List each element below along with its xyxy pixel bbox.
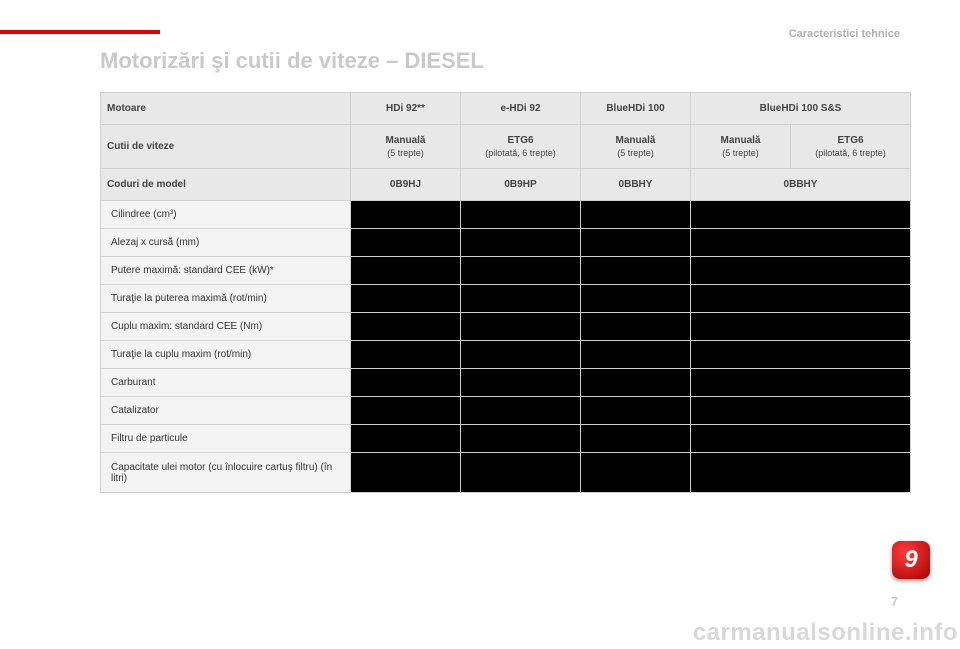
gearbox-sub: (5 trepte) (357, 148, 454, 158)
gearbox-col-3: Manuală (5 trepte) (691, 125, 791, 169)
data-cell (691, 201, 911, 229)
row-label: Carburant (101, 369, 351, 397)
data-cell (581, 453, 691, 493)
code-col-1: 0B9HP (461, 169, 581, 201)
gearbox-col-4: ETG6 (pilotată, 6 trepte) (791, 125, 911, 169)
data-cell (691, 313, 911, 341)
page-number: 7 (891, 594, 898, 609)
table-row: Cuplu maxim: standard CEE (Nm) (101, 313, 911, 341)
data-cell (581, 397, 691, 425)
data-cell (351, 285, 461, 313)
gearbox-row-label: Cutii de viteze (101, 125, 351, 169)
data-cell (461, 397, 581, 425)
engine-col-0: HDi 92** (351, 93, 461, 125)
data-cell (691, 453, 911, 493)
table-row: Turaţie la cuplu maxim (rot/min) (101, 341, 911, 369)
codes-row-label: Coduri de model (101, 169, 351, 201)
gearbox-sub: (5 trepte) (697, 148, 784, 158)
accent-bar (0, 30, 160, 34)
page-content: Motorizări şi cutii de viteze – DIESEL M… (100, 48, 900, 493)
data-cell (461, 201, 581, 229)
gearbox-sub: (pilotată, 6 trepte) (467, 148, 574, 158)
data-cell (581, 257, 691, 285)
gearbox-col-1: ETG6 (pilotată, 6 trepte) (461, 125, 581, 169)
data-cell (461, 341, 581, 369)
code-col-3: 0BBHY (691, 169, 911, 201)
data-cell (581, 425, 691, 453)
table-row: Cilindree (cm³) (101, 201, 911, 229)
gearbox-sub: (pilotată, 6 trepte) (797, 148, 904, 158)
row-label: Putere maximă: standard CEE (kW)* (101, 257, 351, 285)
data-cell (461, 369, 581, 397)
gearbox-name: Manuală (385, 135, 425, 146)
engine-col-3: BlueHDi 100 S&S (691, 93, 911, 125)
category-label: Caracteristici tehnice (789, 28, 900, 40)
data-cell (351, 229, 461, 257)
data-cell (691, 341, 911, 369)
data-cell (691, 425, 911, 453)
table-row: Capacitate ulei motor (cu înlocuire cart… (101, 453, 911, 493)
data-cell (351, 397, 461, 425)
data-cell (581, 369, 691, 397)
row-label: Cilindree (cm³) (101, 201, 351, 229)
row-label: Alezaj x cursă (mm) (101, 229, 351, 257)
code-col-0: 0B9HJ (351, 169, 461, 201)
data-cell (461, 229, 581, 257)
data-cell (691, 257, 911, 285)
page-title: Motorizări şi cutii de viteze – DIESEL (100, 48, 900, 74)
gearbox-name: ETG6 (507, 135, 533, 146)
data-cell (461, 285, 581, 313)
gearbox-name: Manuală (720, 135, 760, 146)
data-cell (351, 341, 461, 369)
table-row: Putere maximă: standard CEE (kW)* (101, 257, 911, 285)
data-cell (581, 229, 691, 257)
data-cell (351, 257, 461, 285)
gearbox-col-2: Manuală (5 trepte) (581, 125, 691, 169)
table-row: Alezaj x cursă (mm) (101, 229, 911, 257)
data-cell (461, 453, 581, 493)
gearbox-name: ETG6 (837, 135, 863, 146)
gearbox-row: Cutii de viteze Manuală (5 trepte) ETG6 (p… (101, 125, 911, 169)
row-label: Turaţie la cuplu maxim (rot/min) (101, 341, 351, 369)
data-cell (691, 229, 911, 257)
spec-table: Motoare HDi 92** e-HDi 92 BlueHDi 100 Bl… (100, 92, 911, 493)
data-cell (691, 397, 911, 425)
gearbox-sub: (5 trepte) (587, 148, 684, 158)
data-cell (351, 369, 461, 397)
data-cell (581, 341, 691, 369)
chapter-badge: 9 (892, 541, 930, 579)
engine-col-1: e-HDi 92 (461, 93, 581, 125)
data-cell (351, 313, 461, 341)
row-label: Catalizator (101, 397, 351, 425)
engines-row-label: Motoare (101, 93, 351, 125)
row-label: Turaţie la puterea maximă (rot/min) (101, 285, 351, 313)
data-cell (581, 313, 691, 341)
data-cell (581, 201, 691, 229)
table-row: Carburant (101, 369, 911, 397)
data-cell (461, 425, 581, 453)
gearbox-col-0: Manuală (5 trepte) (351, 125, 461, 169)
data-cell (461, 257, 581, 285)
table-row: Catalizator (101, 397, 911, 425)
codes-row: Coduri de model 0B9HJ 0B9HP 0BBHY 0BBHY (101, 169, 911, 201)
data-cell (351, 453, 461, 493)
data-cell (581, 285, 691, 313)
engine-col-2: BlueHDi 100 (581, 93, 691, 125)
table-row: Turaţie la puterea maximă (rot/min) (101, 285, 911, 313)
table-row: Filtru de particule (101, 425, 911, 453)
data-cell (351, 425, 461, 453)
data-cell (351, 201, 461, 229)
engines-row: Motoare HDi 92** e-HDi 92 BlueHDi 100 Bl… (101, 93, 911, 125)
row-label: Cuplu maxim: standard CEE (Nm) (101, 313, 351, 341)
data-cell (461, 313, 581, 341)
code-col-2: 0BBHY (581, 169, 691, 201)
row-label: Filtru de particule (101, 425, 351, 453)
watermark: carmanualsonline.info (693, 619, 958, 647)
row-label: Capacitate ulei motor (cu înlocuire cart… (101, 453, 351, 493)
data-cell (691, 369, 911, 397)
data-cell (691, 285, 911, 313)
gearbox-name: Manuală (615, 135, 655, 146)
